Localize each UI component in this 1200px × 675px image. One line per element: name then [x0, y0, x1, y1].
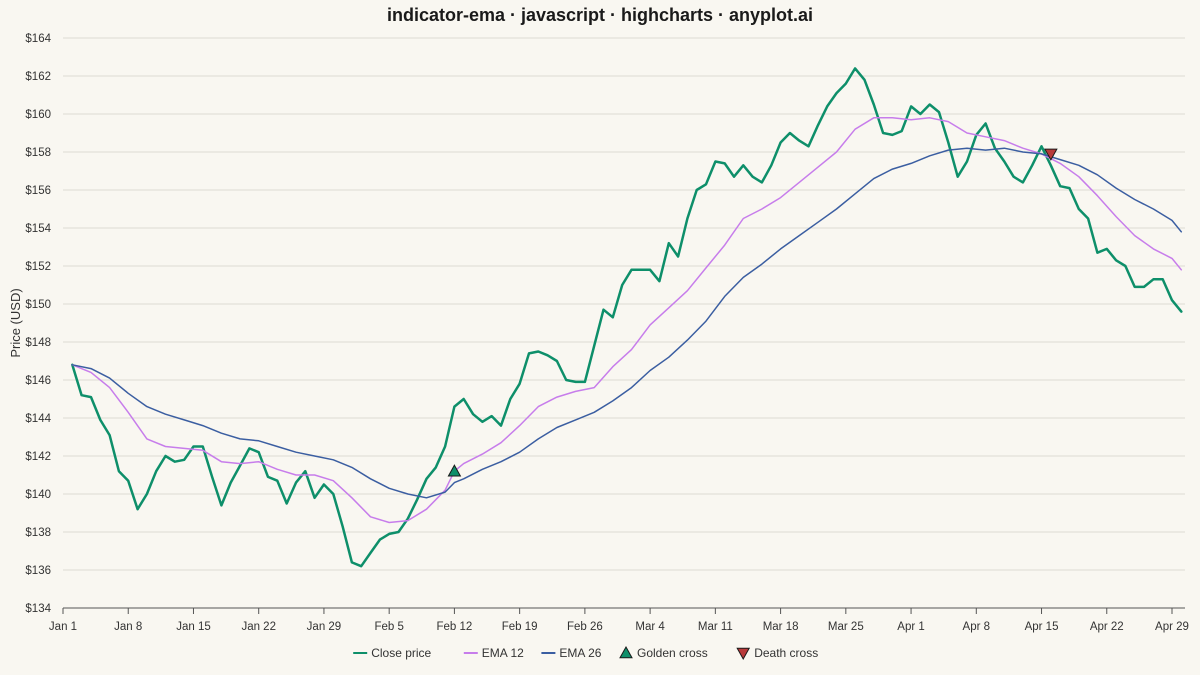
- x-tick-label: Feb 12: [437, 621, 473, 633]
- legend-item-close-price[interactable]: Close price: [353, 646, 432, 660]
- marker-golden-cross: [447, 464, 462, 477]
- x-tick-label: Mar 11: [698, 621, 733, 633]
- x-tick-label: Apr 22: [1090, 621, 1124, 633]
- legend-label: Golden cross: [637, 646, 708, 660]
- x-tick-label: Apr 15: [1025, 621, 1059, 633]
- x-tick-label: Feb 19: [502, 621, 538, 633]
- x-tick-label: Apr 29: [1155, 621, 1189, 633]
- marker-death-cross: [1043, 148, 1058, 161]
- y-tick-label: $160: [25, 109, 51, 121]
- chart-title: indicator-ema · javascript · highcharts …: [387, 5, 813, 25]
- y-tick-label: $144: [25, 413, 51, 425]
- y-tick-label: $150: [25, 299, 51, 311]
- y-tick-label: $142: [25, 451, 51, 463]
- y-tick-label: $152: [25, 261, 51, 273]
- y-tick-label: $140: [25, 489, 51, 501]
- legend-label: Death cross: [754, 646, 818, 660]
- y-tick-label: $136: [25, 565, 51, 577]
- x-tick-label: Mar 25: [828, 621, 864, 633]
- series-ema-26: [71, 147, 1183, 499]
- legend-label: EMA 26: [559, 646, 601, 660]
- series-close-price: [71, 67, 1183, 568]
- legend-label: EMA 12: [482, 646, 524, 660]
- axes: $134 $136 $138 $140 $142 $144 $146 $148 $150 $152…: [25, 33, 1189, 633]
- legend-swatch: [736, 647, 751, 661]
- legend-label: Close price: [371, 646, 431, 660]
- y-tick-label: $156: [25, 185, 51, 197]
- x-tick-label: Jan 15: [176, 621, 211, 633]
- y-tick-label: $154: [25, 223, 51, 235]
- x-tick-label: Mar 4: [635, 621, 665, 633]
- legend[interactable]: Close price EMA 12 EMA 26 Golden cross Death…: [353, 645, 818, 661]
- series-ema-12: [71, 117, 1183, 524]
- x-tick-label: Feb 26: [567, 621, 603, 633]
- y-tick-label: $158: [25, 147, 51, 159]
- y-tick-label: $134: [25, 603, 51, 615]
- legend-item-ema-26[interactable]: EMA 26: [541, 646, 602, 660]
- y-tick-label: $164: [25, 33, 51, 45]
- x-tick-label: Feb 5: [374, 621, 403, 633]
- legend-item-golden-cross[interactable]: Golden cross: [619, 645, 708, 660]
- x-tick-label: Jan 29: [307, 621, 342, 633]
- x-tick-label: Mar 18: [763, 621, 799, 633]
- y-tick-label: $146: [25, 375, 51, 387]
- series-lines: [71, 67, 1183, 568]
- cross-markers: [447, 148, 1058, 477]
- x-tick-label: Apr 8: [963, 621, 991, 633]
- legend-swatch: [619, 645, 633, 659]
- y-axis-label: Price (USD): [8, 288, 23, 357]
- y-tick-label: $138: [25, 527, 51, 539]
- y-tick-label: $148: [25, 337, 51, 349]
- y-tick-label: $162: [25, 71, 51, 83]
- legend-item-ema-12[interactable]: EMA 12: [463, 646, 524, 660]
- grid-lines: [63, 37, 1185, 609]
- x-tick-label: Apr 1: [897, 621, 925, 633]
- legend-item-death-cross[interactable]: Death cross: [736, 646, 818, 661]
- x-tick-label: Jan 22: [241, 621, 276, 633]
- x-tick-label: Jan 8: [114, 621, 142, 633]
- x-tick-label: Jan 1: [49, 621, 77, 633]
